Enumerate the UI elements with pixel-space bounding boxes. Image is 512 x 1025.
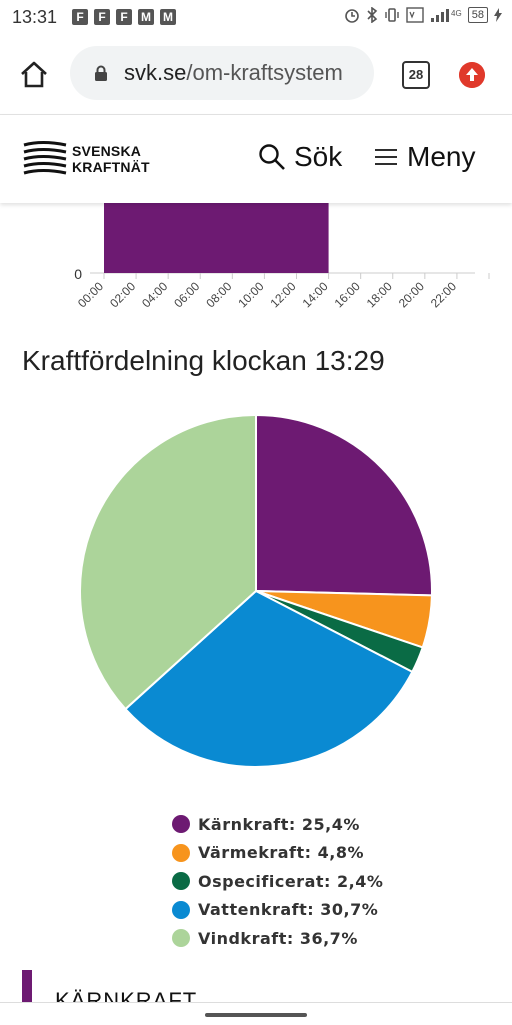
mail-notification-icon: M [138,9,154,25]
charging-icon [494,8,502,22]
notification-icons: F F F M M [72,9,176,25]
x-tick-label: 10:00 [235,279,266,310]
lock-icon [95,65,107,81]
pie-chart [0,400,512,780]
logo-mark-icon [23,141,67,175]
logo-text: SVENSKA KRAFTNÄT [72,143,150,175]
legend-swatch [172,815,190,834]
legend-swatch [172,872,190,891]
menu-label: Meny [407,141,476,172]
x-tick-label: 12:00 [267,279,298,310]
volte-icon [406,7,424,23]
legend-swatch [172,900,190,919]
menu-button[interactable]: Meny [375,141,475,173]
facebook-notification-icon: F [72,9,88,25]
url-path: /om-kraftsystem [186,60,343,85]
production-bar-chart: 0 00:00 02:00 04:00 06:00 08:00 10:00 12:00 14:0… [0,203,512,338]
legend-item-karnkraft[interactable]: Kärnkraft: 25,4% [172,810,383,839]
mail-notification-icon: M [160,9,176,25]
legend-swatch [172,843,190,862]
pie-slice-krnkraft [255,413,433,597]
vibrate-icon [385,8,399,22]
legend-item-varmekraft[interactable]: Värmekraft: 4,8% [172,839,383,868]
pie-chart-svg [79,413,433,768]
x-tick-label: 18:00 [364,279,395,310]
gesture-nav-bar [0,1002,512,1025]
browser-toolbar: svk.se/om-kraftsystem 28 [0,34,512,115]
legend-label: Vindkraft: 36,7% [198,928,358,948]
legend-swatch [172,929,190,948]
home-gesture-handle[interactable] [205,1013,307,1017]
pie-slice-vindkraft [79,413,257,711]
url-text: svk.se/om-kraftsystem [124,60,343,86]
x-tick-label: 00:00 [75,279,106,310]
bar-segment [104,203,329,273]
svg-text:4G: 4G [451,9,462,18]
bluetooth-icon [367,7,377,23]
facebook-notification-icon: F [116,9,132,25]
search-icon [259,144,285,170]
signal-icon: 4G [430,9,462,22]
legend-label: Kärnkraft: 25,4% [198,814,360,834]
legend-item-vattenkraft[interactable]: Vattenkraft: 30,7% [172,896,383,925]
x-tick-label: 08:00 [203,279,234,310]
legend-label: Ospecificerat: 2,4% [198,871,384,891]
search-label: Sök [294,141,343,172]
url-domain: svk.se [124,60,187,85]
logo-line-2: KRAFTNÄT [72,159,150,175]
site-header: SVENSKA KRAFTNÄT Sök Meny [0,115,512,203]
pie-slice-vattenkraft [124,589,414,768]
x-tick-label: 14:00 [300,279,331,310]
svenska-kraftnat-logo[interactable]: SVENSKA KRAFTNÄT [22,139,182,179]
pie-legend: Kärnkraft: 25,4% Värmekraft: 4,8% Ospeci… [172,810,383,953]
battery-level: 58 [467,7,488,23]
system-icons: 4G 58 [344,7,502,23]
x-tick-label: 20:00 [396,279,427,310]
logo-line-1: SVENSKA [72,143,142,159]
home-icon[interactable] [18,59,50,91]
x-tick-label: 02:00 [107,279,138,310]
x-tick-label: 22:00 [428,279,459,310]
tab-switcher-button[interactable]: 28 [402,61,430,89]
facebook-notification-icon: F [94,9,110,25]
x-tick-label: 04:00 [139,279,170,310]
y-tick-label: 0 [74,266,82,282]
x-tick-label: 16:00 [332,279,363,310]
search-button[interactable]: Sök [258,141,342,173]
section-accent-bar [22,970,32,1024]
x-tick-label: 06:00 [171,279,202,310]
status-bar: 13:31 F F F M M 4G 58 [0,0,512,34]
legend-item-vindkraft[interactable]: Vindkraft: 36,7% [172,924,383,953]
status-time: 13:31 [12,7,58,27]
update-icon[interactable] [459,62,485,88]
hamburger-menu-icon [375,149,397,165]
address-bar[interactable]: svk.se/om-kraftsystem [70,46,374,100]
legend-item-ospecificerat[interactable]: Ospecificerat: 2,4% [172,867,383,896]
legend-label: Vattenkraft: 30,7% [198,900,379,920]
alarm-icon [344,9,359,23]
pie-chart-title: Kraftfördelning klockan 13:29 [22,345,385,376]
bar-chart-svg: 000:00 02:00 04:00 06:00 08:00 10:00 12:00 14:0… [74,203,490,310]
legend-label: Värmekraft: 4,8% [198,843,364,863]
